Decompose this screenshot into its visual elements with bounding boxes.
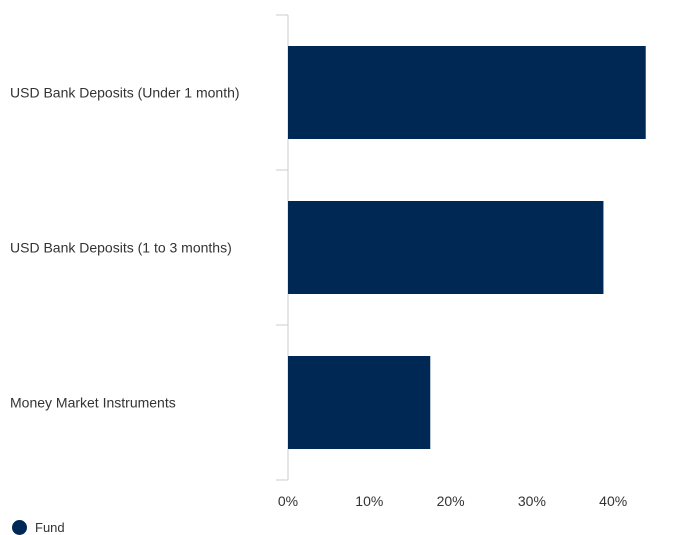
x-tick-labels: 0% 10% 20% 30% 40% xyxy=(278,493,627,509)
bar-3[interactable] xyxy=(288,356,431,449)
legend-swatch-fund xyxy=(12,519,27,535)
x-tick-label-2: 10% xyxy=(355,493,383,509)
x-tick-label-3: 20% xyxy=(437,493,465,509)
bar-1[interactable] xyxy=(288,46,646,139)
bar-2[interactable] xyxy=(288,201,604,294)
x-tick-label-1: 0% xyxy=(278,493,298,509)
legend-label-fund: Fund xyxy=(35,519,65,535)
legend[interactable]: Fund xyxy=(12,519,65,535)
category-label-1: USD Bank Deposits (Under 1 month) xyxy=(10,85,240,101)
category-label-3: Money Market Instruments xyxy=(10,395,176,411)
category-labels: USD Bank Deposits (Under 1 month) USD Ban… xyxy=(10,85,240,411)
chart-axes xyxy=(276,14,289,481)
x-tick-label-5: 40% xyxy=(599,493,627,509)
category-label-2: USD Bank Deposits (1 to 3 months) xyxy=(10,240,232,256)
x-tick-label-4: 30% xyxy=(518,493,546,509)
chart-bars xyxy=(288,46,646,449)
